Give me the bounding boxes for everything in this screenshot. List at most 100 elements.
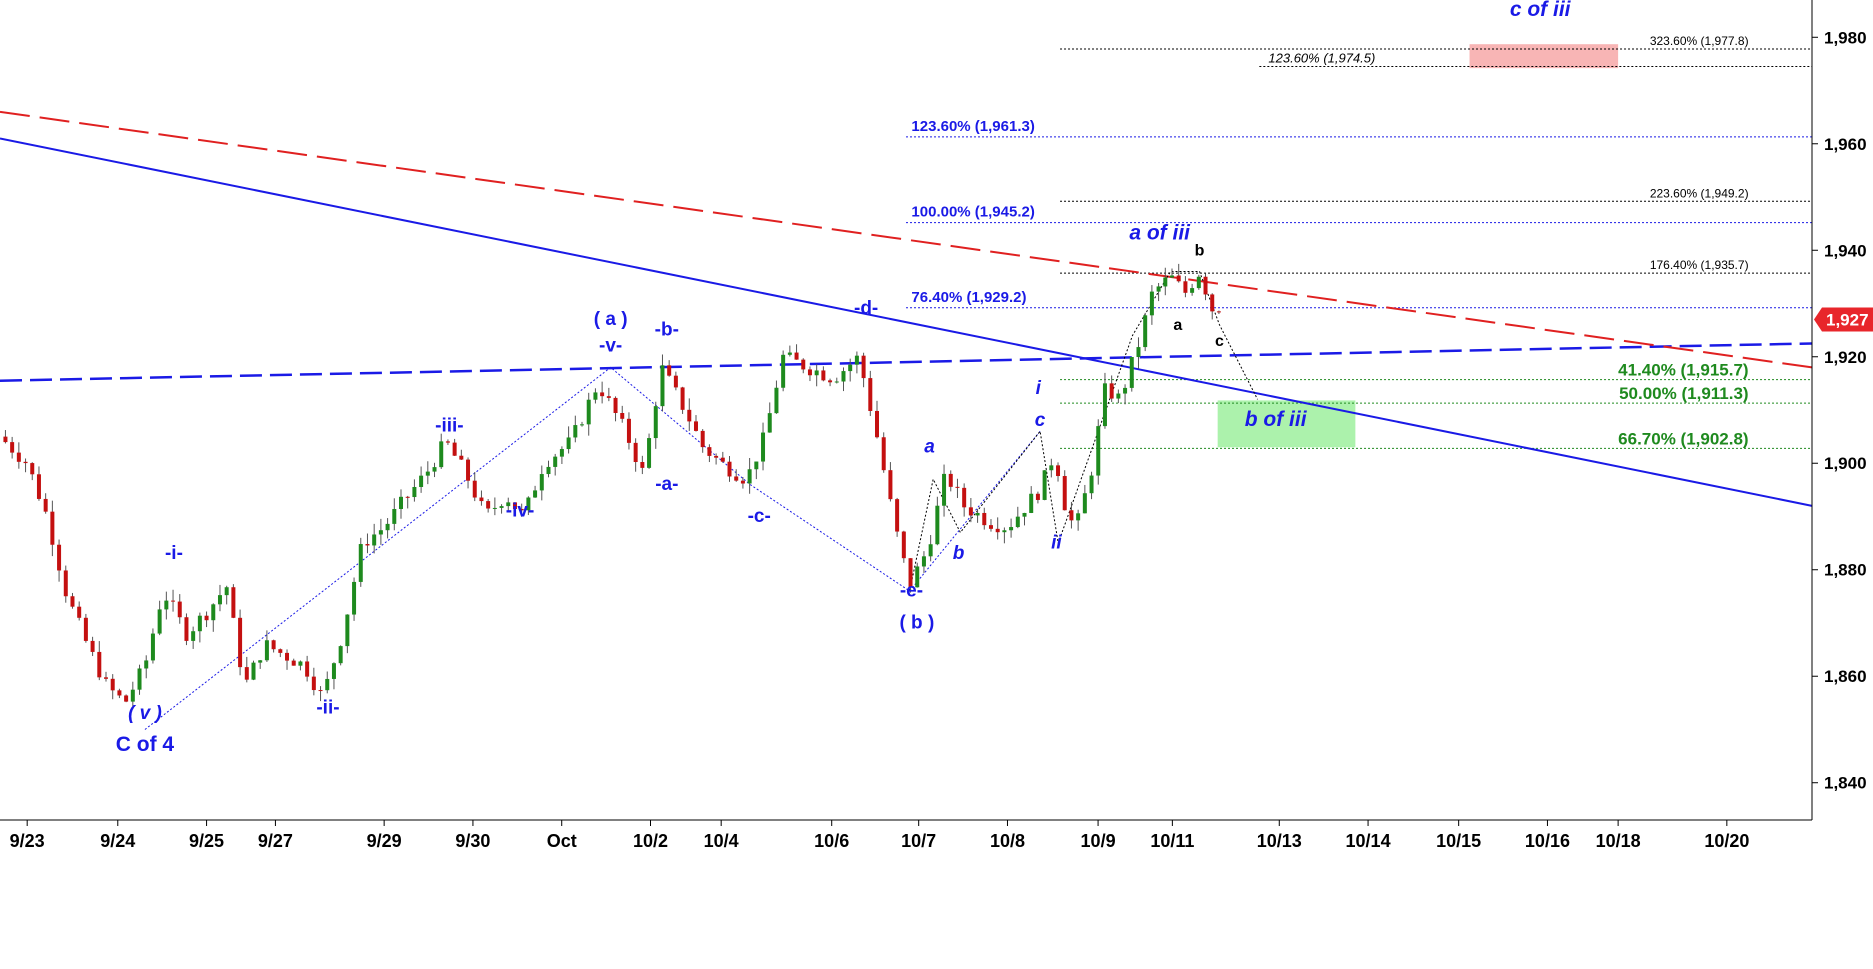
candle-body (1176, 275, 1181, 282)
candle-body (988, 525, 993, 529)
wave-label: b of iii (1245, 408, 1308, 431)
x-tick-label: 10/9 (1081, 831, 1116, 851)
fib-level-label: 50.00% (1,911.3) (1619, 384, 1748, 403)
candle-body (412, 486, 417, 498)
candle-body (385, 523, 390, 531)
candle-body (875, 410, 880, 438)
candle-body (1196, 276, 1201, 289)
candle-body (761, 432, 766, 462)
candle-body (197, 615, 202, 632)
candle-body (1082, 493, 1087, 514)
candle-body (97, 651, 102, 678)
wave-label: ( a ) (594, 309, 628, 330)
candle-body (1035, 493, 1040, 500)
c-of-iii-target-zone (1469, 44, 1619, 69)
candle-body (673, 375, 678, 388)
candle-body (1029, 493, 1034, 513)
candle-body (620, 413, 625, 419)
y-tick-label: 1,920 (1824, 348, 1867, 367)
candle-body (264, 640, 269, 661)
wave-label: C of 4 (116, 733, 175, 756)
fib-level-label: 66.70% (1,902.8) (1618, 429, 1748, 448)
candle-body (30, 463, 35, 475)
red-dashed-resistance-line (0, 110, 1813, 369)
candle-body (727, 461, 732, 477)
candle-body (137, 668, 142, 690)
blue-downtrend-line (0, 137, 1813, 507)
candle-body (781, 354, 786, 388)
candle-body (895, 499, 900, 532)
candle-body (425, 471, 430, 476)
wave-label: ( b ) (899, 612, 934, 633)
wave-label: -v- (599, 335, 622, 356)
candle-body (647, 438, 652, 468)
candle-body (828, 380, 833, 383)
candle-body (573, 425, 578, 438)
x-tick-label: 9/24 (100, 831, 135, 851)
wave-label: -iii- (435, 415, 464, 436)
candle-body (466, 459, 471, 481)
candle-body (546, 466, 551, 475)
x-tick-label: 10/18 (1596, 831, 1641, 851)
candle-body (77, 606, 82, 618)
wave-a-b-dotted-path (144, 366, 1041, 730)
x-tick-label: 9/29 (367, 831, 402, 851)
candle-body (479, 497, 484, 502)
candle-body (861, 355, 866, 379)
fib-level-label: 100.00% (1,945.2) (911, 204, 1034, 221)
x-tick-label: 10/16 (1525, 831, 1570, 851)
candle-body (660, 365, 665, 407)
candle-body (667, 365, 672, 376)
candle-body (734, 476, 739, 481)
candle-body (526, 497, 531, 511)
candle-body (714, 455, 719, 458)
x-tick-label: 9/23 (10, 831, 45, 851)
candle-body (110, 678, 115, 691)
candle-body (633, 442, 638, 463)
candle-body (57, 544, 62, 571)
y-tick-label: 1,840 (1824, 774, 1867, 793)
candle-body (445, 441, 450, 443)
candle-body (70, 596, 75, 607)
candle-body (1123, 387, 1128, 394)
candle-body (244, 667, 249, 680)
fib-level-label: 323.60% (1,977.8) (1650, 34, 1749, 48)
candle-body (566, 437, 571, 450)
candle-body (1056, 465, 1061, 477)
candle-body (580, 424, 585, 426)
fib-level-label: 223.60% (1,949.2) (1650, 186, 1749, 200)
candle-body (144, 660, 149, 669)
candle-body (157, 609, 162, 634)
candle-body (533, 490, 538, 498)
candle-body (1203, 276, 1208, 295)
candle-body (36, 474, 41, 499)
candle-body (365, 544, 370, 546)
candle-body (821, 370, 826, 381)
last-price-label: 1,927 (1826, 310, 1869, 329)
fib-level-label: 41.40% (1,915.7) (1618, 361, 1748, 380)
fib-level-label: 76.40% (1,929.2) (911, 289, 1026, 306)
x-tick-label: 10/13 (1257, 831, 1302, 851)
wave-label: -d- (854, 298, 878, 319)
candle-body (754, 461, 759, 470)
candle-body (841, 371, 846, 382)
candle-body (801, 359, 806, 370)
candle-body (331, 663, 336, 679)
wave-label: c (1035, 410, 1046, 431)
candle-body (392, 508, 397, 524)
candle-body (1163, 277, 1168, 287)
candle-body (888, 470, 893, 500)
candle-body (1089, 475, 1094, 494)
x-tick-label: 10/20 (1704, 831, 1749, 851)
candle-body (16, 452, 21, 462)
x-tick-label: 10/2 (633, 831, 668, 851)
candle-body (1022, 512, 1027, 517)
candle-body (968, 507, 973, 516)
candle-body (117, 690, 122, 696)
candle-body (459, 455, 464, 460)
candle-body (1116, 393, 1121, 399)
candle-body (278, 649, 283, 653)
x-tick-label: 9/25 (189, 831, 224, 851)
y-tick-label: 1,880 (1824, 561, 1867, 580)
candle-body (124, 695, 129, 702)
